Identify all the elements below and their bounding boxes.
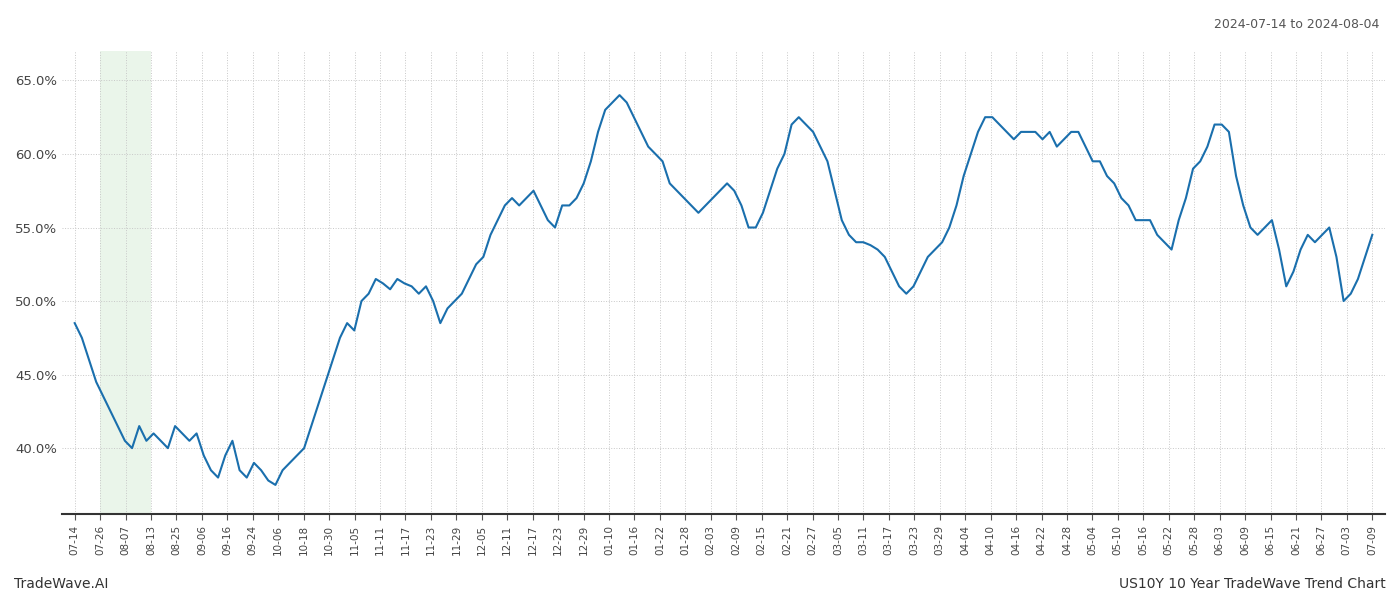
Text: US10Y 10 Year TradeWave Trend Chart: US10Y 10 Year TradeWave Trend Chart	[1119, 577, 1386, 591]
Text: TradeWave.AI: TradeWave.AI	[14, 577, 108, 591]
Text: 2024-07-14 to 2024-08-04: 2024-07-14 to 2024-08-04	[1214, 18, 1379, 31]
Bar	[101, 51, 151, 514]
